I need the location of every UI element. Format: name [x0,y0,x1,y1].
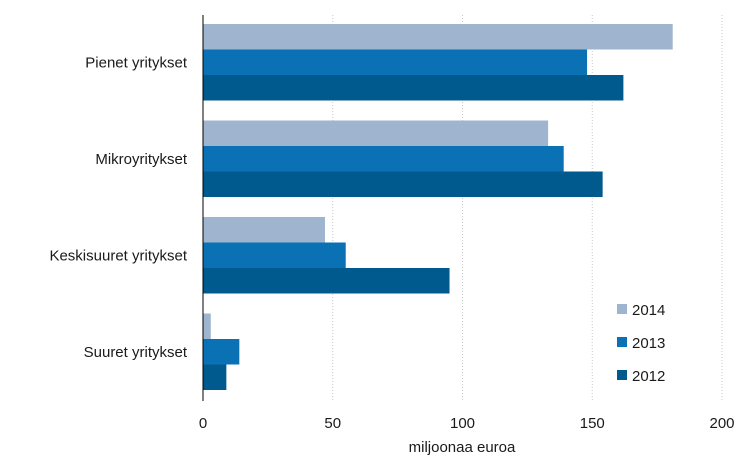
legend-label: 2014 [632,302,665,319]
bar-pienet-yritykset-2013 [203,49,588,75]
bar-keskisuuret-yritykset-2014 [203,217,325,243]
bar-keskisuuret-yritykset-2013 [203,242,346,268]
legend-swatch-2014 [617,304,627,314]
category-label: Mikroyritykset [95,151,188,168]
bar-mikroyritykset-2014 [203,120,549,146]
bar-suuret-yritykset-2014 [203,313,211,339]
x-tick-label: 200 [709,415,734,432]
category-label: Keskisuuret yritykset [49,247,187,264]
bar-mikroyritykset-2013 [203,146,564,172]
category-labels: Pienet yritykset Mikroyritykset Keskisuure… [49,54,187,361]
bar-mikroyritykset-2012 [203,171,603,197]
x-tick-label: 150 [580,415,605,432]
x-tick-labels: 0 50 100 150 200 [199,415,735,432]
x-axis-title: miljoonaa euroa [409,439,516,456]
legend: 2014 2013 2012 [617,302,665,385]
bar-suuret-yritykset-2013 [203,339,240,365]
gridlines [332,15,723,401]
legend-swatch-2013 [617,337,627,347]
category-label: Pienet yritykset [85,54,188,71]
x-tick-label: 0 [199,415,207,432]
legend-swatch-2012 [617,370,627,380]
x-tick-label: 100 [450,415,475,432]
bar-suuret-yritykset-2012 [203,364,227,390]
category-label: Suuret yritykset [84,344,188,361]
bar-pienet-yritykset-2012 [203,75,624,101]
x-tick-label: 50 [324,415,341,432]
legend-label: 2013 [632,335,665,352]
bar-keskisuuret-yritykset-2012 [203,268,450,294]
bar-pienet-yritykset-2014 [203,24,673,50]
bars [203,24,673,390]
legend-label: 2012 [632,368,665,385]
